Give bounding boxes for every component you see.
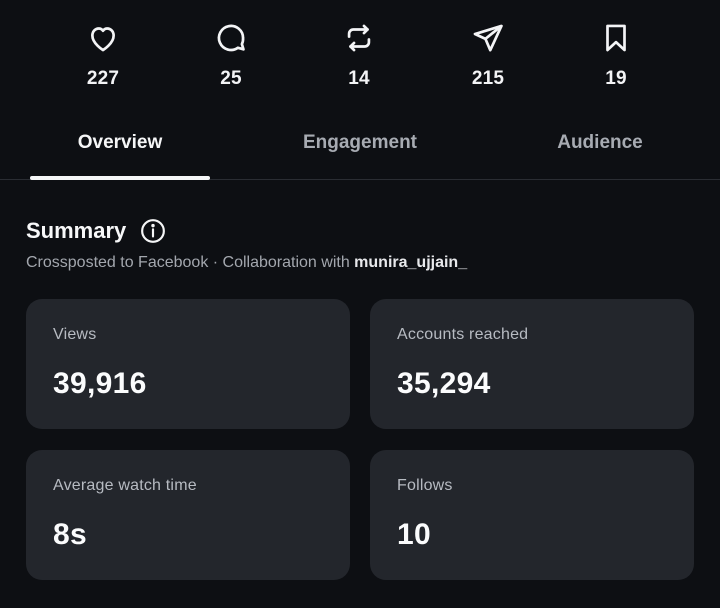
repost-icon bbox=[339, 18, 379, 58]
follows-card[interactable]: Follows 10 bbox=[370, 450, 694, 580]
send-icon bbox=[468, 18, 508, 58]
accounts-reached-label: Accounts reached bbox=[397, 326, 529, 343]
summary-title: Summary bbox=[26, 218, 127, 243]
stats-row: 227 25 14 bbox=[0, 18, 720, 98]
views-label: Views bbox=[53, 326, 97, 343]
follows-value: 10 bbox=[397, 518, 431, 551]
collaborator-username[interactable]: munira_ujjain_ bbox=[354, 254, 468, 271]
heart-icon bbox=[83, 18, 123, 58]
bookmark-icon bbox=[596, 18, 636, 58]
likes-stat[interactable]: 227 bbox=[58, 18, 148, 90]
comments-count: 25 bbox=[220, 68, 242, 89]
views-value: 39,916 bbox=[53, 367, 147, 400]
tab-overview[interactable]: Overview bbox=[77, 132, 163, 153]
shares-count: 215 bbox=[471, 68, 505, 89]
tab-engagement[interactable]: Engagement bbox=[302, 132, 418, 153]
reposts-count: 14 bbox=[348, 68, 370, 89]
saves-stat[interactable]: 19 bbox=[571, 18, 661, 90]
active-tab-indicator bbox=[30, 176, 210, 180]
follows-label: Follows bbox=[397, 477, 453, 494]
shares-stat[interactable]: 215 bbox=[443, 18, 533, 90]
saves-count: 19 bbox=[605, 68, 627, 89]
summary-subtitle: Crossposted to Facebook · Collaboration … bbox=[26, 254, 467, 272]
comment-icon bbox=[211, 18, 251, 58]
summary-heading: Summary bbox=[26, 218, 166, 244]
comments-stat[interactable]: 25 bbox=[186, 18, 276, 90]
tab-bar: Overview Engagement Audience bbox=[0, 118, 720, 180]
crosspost-text: Crossposted to Facebook · Collaboration … bbox=[26, 254, 355, 271]
reposts-stat[interactable]: 14 bbox=[314, 18, 404, 90]
info-icon[interactable] bbox=[140, 218, 166, 244]
average-watch-time-value: 8s bbox=[53, 518, 87, 551]
views-card[interactable]: Views 39,916 bbox=[26, 299, 350, 429]
likes-count: 227 bbox=[86, 68, 120, 89]
accounts-reached-value: 35,294 bbox=[397, 367, 491, 400]
average-watch-time-label: Average watch time bbox=[53, 477, 197, 494]
average-watch-time-card[interactable]: Average watch time 8s bbox=[26, 450, 350, 580]
accounts-reached-card[interactable]: Accounts reached 35,294 bbox=[370, 299, 694, 429]
tab-audience[interactable]: Audience bbox=[557, 132, 643, 153]
